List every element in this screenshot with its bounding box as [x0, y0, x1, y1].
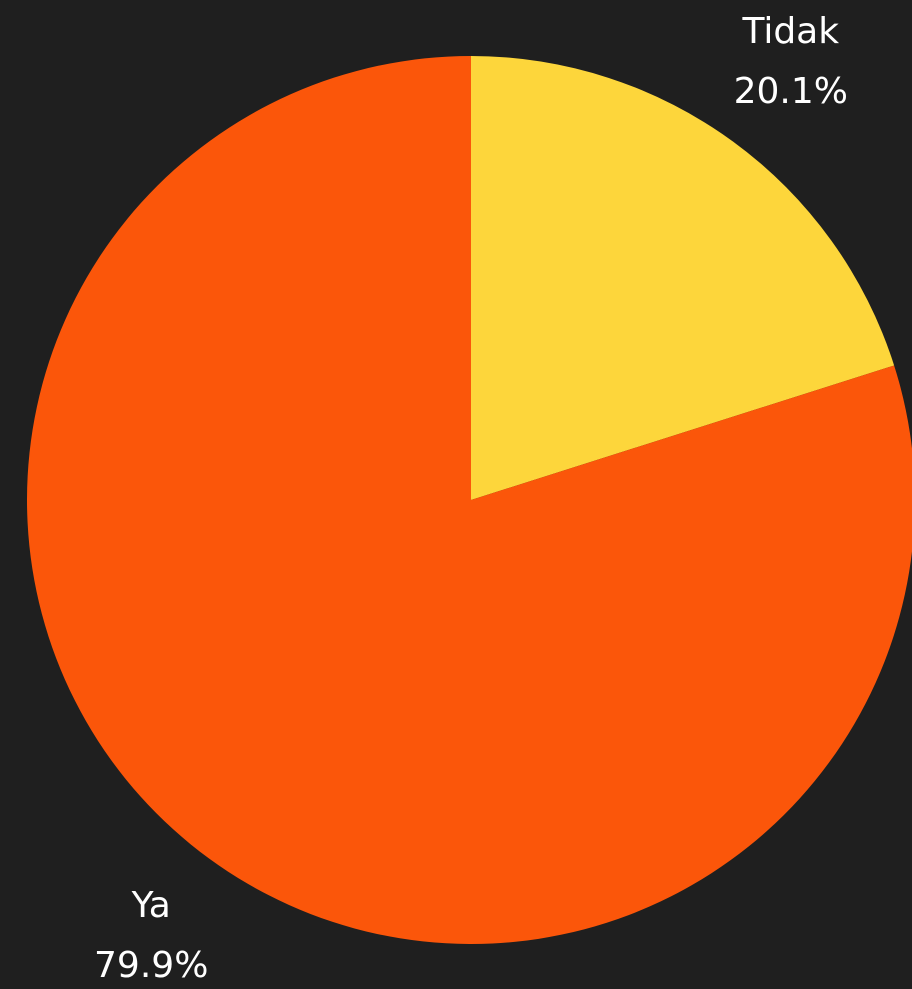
slice-label: Tidak [741, 11, 839, 52]
slice-value-label: 79.9% [94, 945, 208, 986]
pie-slice [27, 56, 912, 944]
slice-value-label: 20.1% [734, 71, 848, 112]
pie-slice [471, 56, 895, 500]
slice-label: Ya [131, 885, 171, 926]
